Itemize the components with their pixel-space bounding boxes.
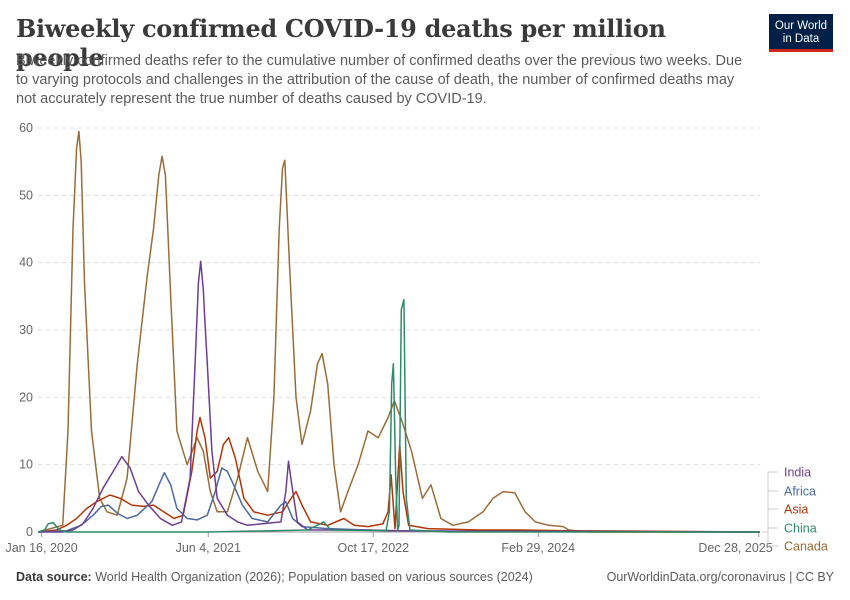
x-tick-label: Jan 16, 2020 — [5, 541, 77, 555]
logo-line-2: in Data — [782, 33, 820, 45]
series-line-canada — [37, 130, 760, 533]
y-tick-label: 10 — [19, 458, 33, 472]
data-source-text: World Health Organization (2026); Popula… — [91, 570, 533, 584]
chart-subtitle: Biweekly confirmed deaths refer to the c… — [16, 53, 743, 107]
legend: India Africa Asia China Canada — [762, 466, 828, 554]
x-tick-label: Feb 29, 2024 — [501, 541, 575, 555]
logo-line-1: Our World — [774, 20, 828, 32]
x-tick-label: Jun 4, 2021 — [176, 541, 241, 555]
x-tick-label: Dec 28, 2025 — [698, 541, 772, 555]
legend-label-canada[interactable]: Canada — [784, 540, 828, 554]
legend-label-india[interactable]: India — [784, 466, 811, 480]
series-line-india — [38, 260, 760, 533]
chart-title: Biweekly confirmed COVID-19 deaths per m… — [16, 14, 666, 72]
series-line-china — [37, 298, 760, 533]
legend-connector — [762, 471, 778, 533]
y-tick-label: 20 — [19, 390, 33, 404]
owid-logo[interactable]: Our World in Data — [769, 14, 833, 52]
legend-label-asia[interactable]: Asia — [784, 503, 808, 517]
y-tick-label: 50 — [19, 188, 33, 202]
y-tick-label: 0 — [26, 525, 33, 539]
data-source-label: Data source: — [16, 570, 92, 584]
y-axis-ticks: 0 10 20 30 40 50 60 — [19, 121, 33, 539]
legend-connector — [762, 531, 778, 547]
x-axis: Jan 16, 2020 Jun 4, 2021 Oct 17, 2022 Feb 2… — [5, 532, 773, 555]
legend-connector — [762, 490, 778, 533]
legend-connector — [762, 527, 778, 533]
x-tick-label: Oct 17, 2022 — [337, 541, 409, 555]
series-line-asia — [37, 416, 760, 533]
legend-label-africa[interactable]: Africa — [784, 485, 816, 499]
series-lines — [37, 130, 760, 533]
gridlines — [38, 127, 760, 533]
y-tick-label: 40 — [19, 256, 33, 270]
legend-label-china[interactable]: China — [784, 522, 817, 536]
legend-connector — [762, 508, 778, 533]
data-source: Data source: World Health Organization (… — [16, 570, 533, 584]
y-tick-label: 30 — [19, 323, 33, 337]
y-tick-label: 60 — [19, 121, 33, 135]
source-link[interactable]: OurWorldinData.org/coronavirus | CC BY — [606, 570, 834, 584]
